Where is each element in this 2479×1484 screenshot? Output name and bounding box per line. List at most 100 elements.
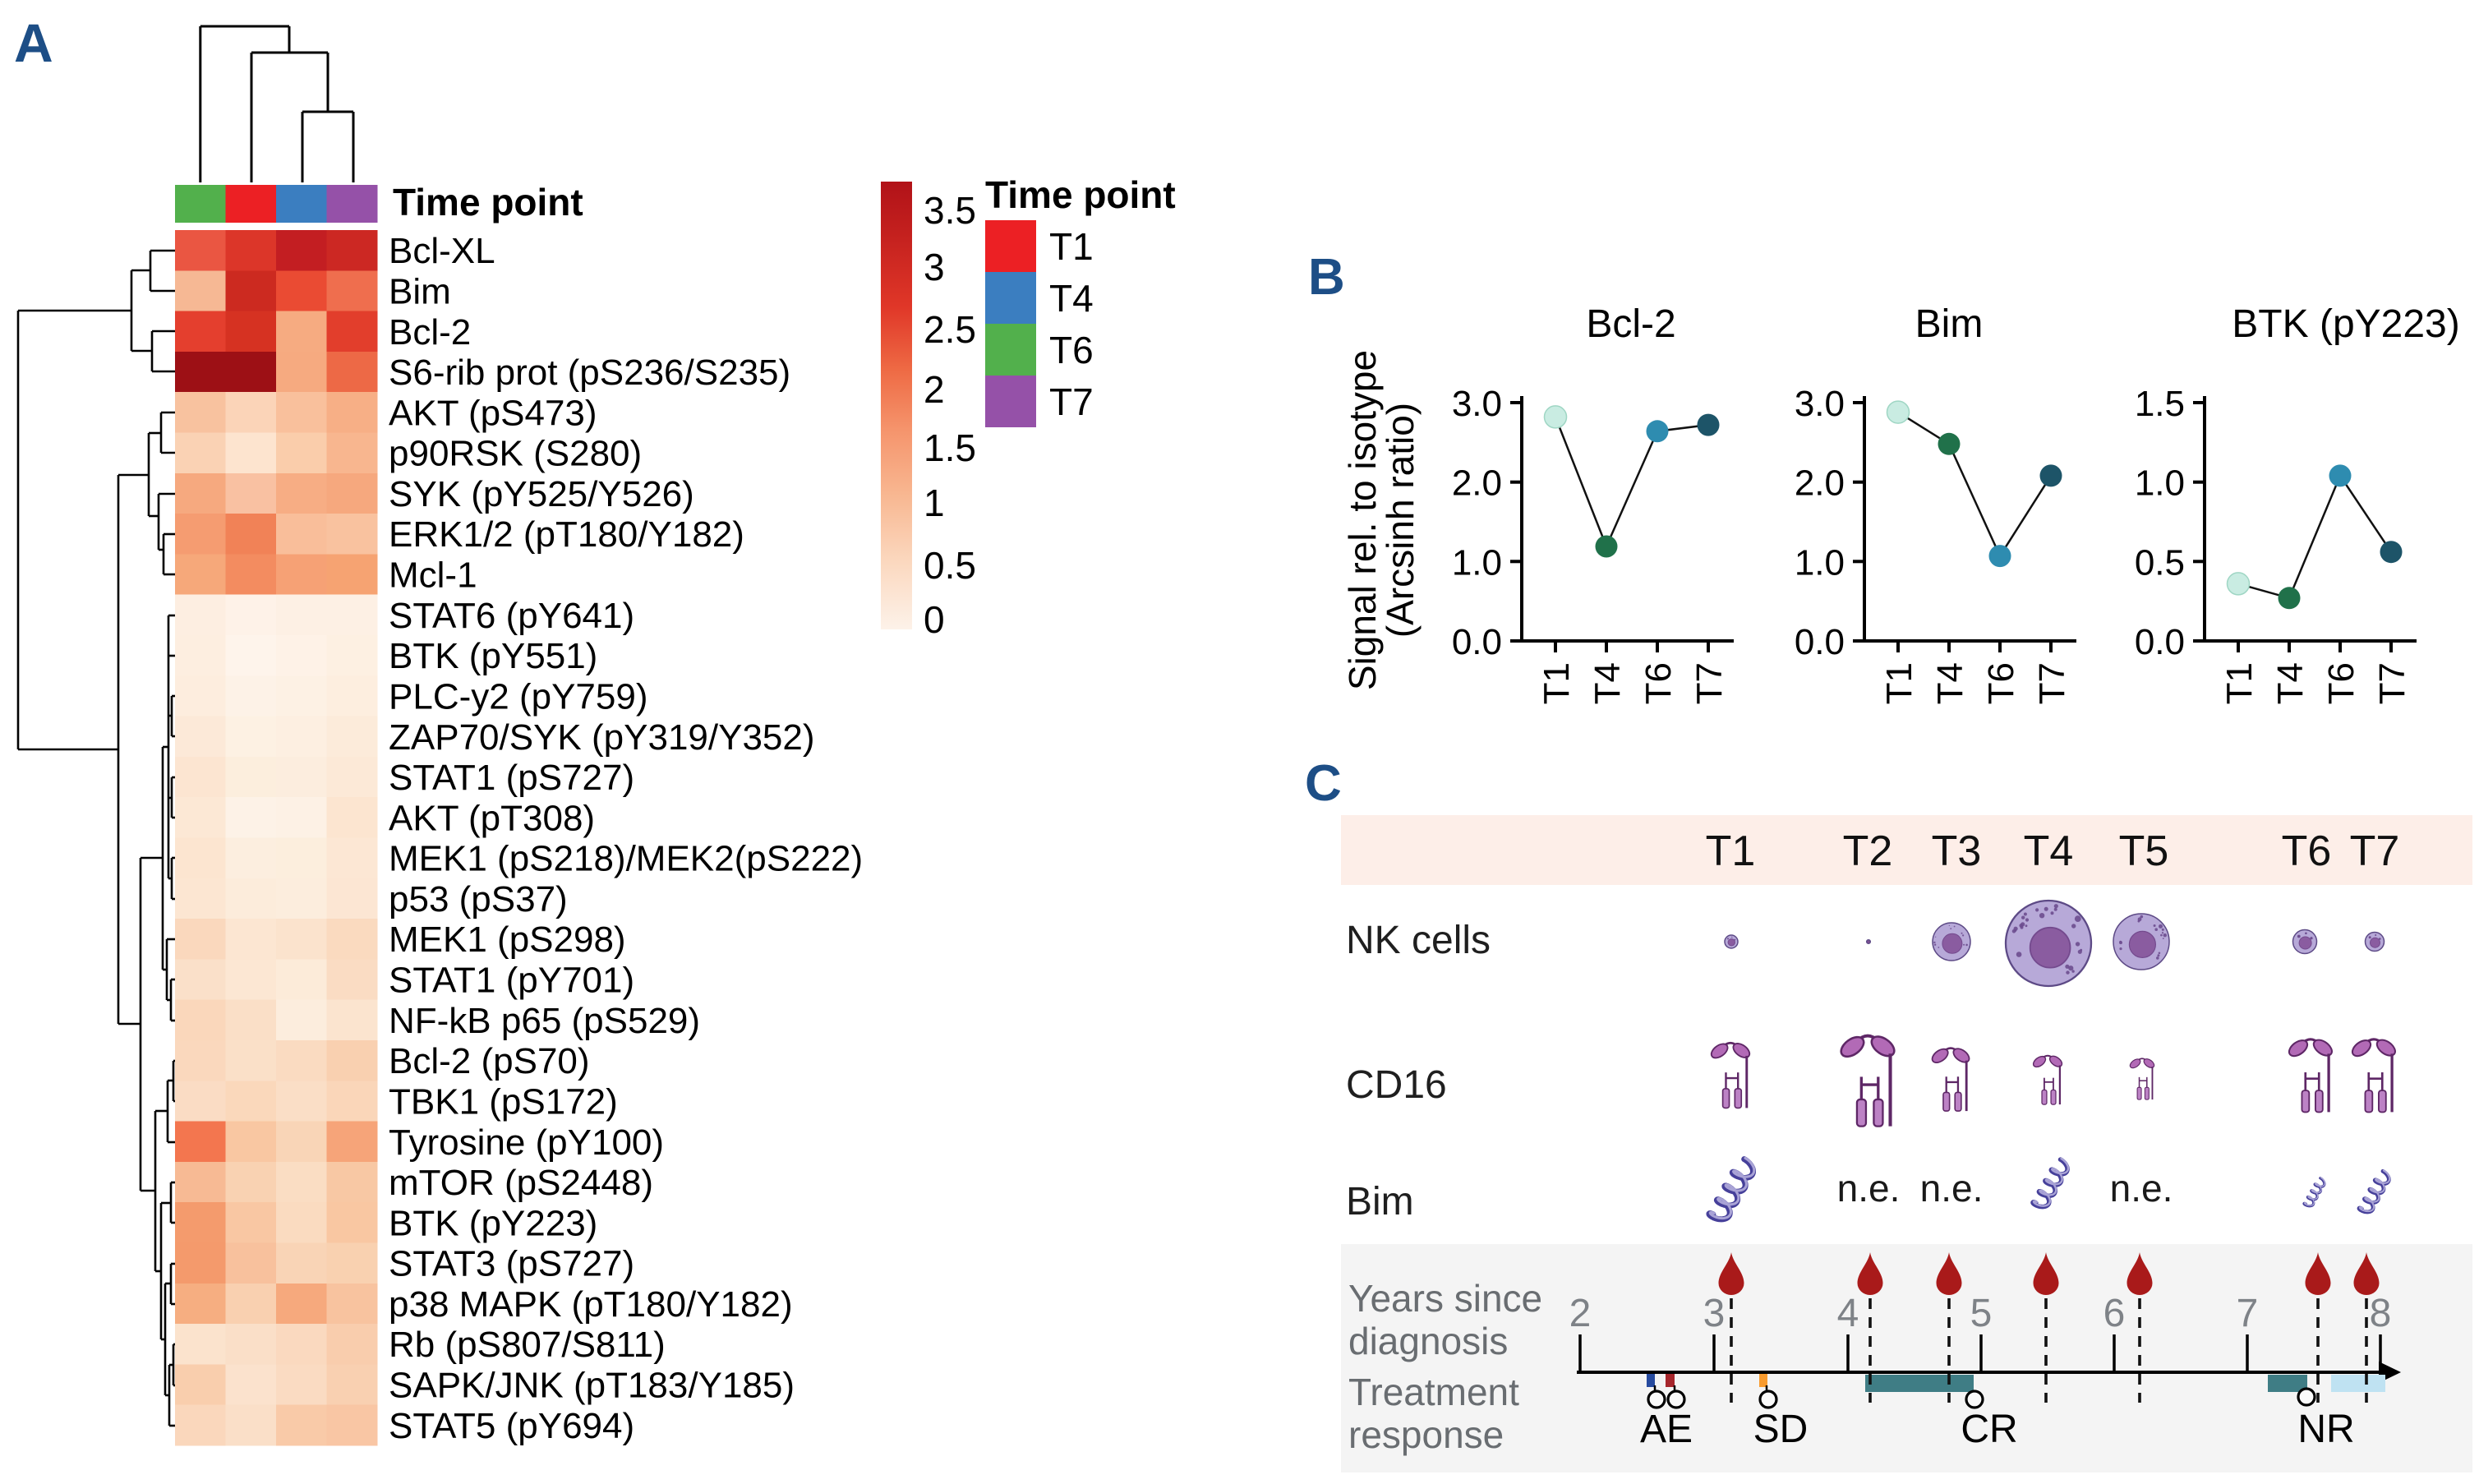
svg-text:T1: T1 [1049, 225, 1094, 268]
svg-text:NF-kB p65 (pS529): NF-kB p65 (pS529) [389, 1001, 700, 1041]
svg-text:1.5: 1.5 [924, 426, 976, 469]
svg-text:1.5: 1.5 [2135, 384, 2185, 424]
svg-text:MEK1 (pS298): MEK1 (pS298) [389, 919, 626, 960]
svg-text:TBK1 (pS172): TBK1 (pS172) [389, 1082, 618, 1122]
svg-text:3.0: 3.0 [1795, 384, 1845, 424]
svg-text:Bim: Bim [1346, 1180, 1414, 1224]
svg-text:T5: T5 [2119, 827, 2169, 875]
svg-text:T7: T7 [2032, 662, 2072, 704]
svg-text:T6: T6 [2282, 827, 2332, 875]
svg-text:5: 5 [1970, 1292, 1993, 1335]
svg-text:SD: SD [1753, 1408, 1809, 1451]
svg-text:Bim: Bim [1915, 302, 1984, 346]
svg-text:0: 0 [924, 598, 945, 641]
svg-text:T1: T1 [2219, 662, 2260, 704]
svg-text:p90RSK (S280): p90RSK (S280) [389, 434, 642, 474]
svg-text:NK cells: NK cells [1346, 919, 1491, 962]
svg-text:2: 2 [924, 368, 945, 411]
svg-text:n.e.: n.e. [1837, 1167, 1901, 1210]
svg-text:7: 7 [2237, 1292, 2259, 1335]
svg-text:Bcl-2 (pS70): Bcl-2 (pS70) [389, 1041, 590, 1081]
svg-text:Bcl-XL: Bcl-XL [389, 231, 495, 271]
svg-text:T4: T4 [1587, 662, 1628, 704]
svg-text:T6: T6 [2321, 662, 2362, 704]
svg-text:AE: AE [1640, 1408, 1693, 1451]
svg-text:T7: T7 [1049, 380, 1094, 423]
svg-text:1.0: 1.0 [1452, 542, 1502, 583]
svg-text:T2: T2 [1843, 827, 1893, 875]
svg-text:diagnosis: diagnosis [1348, 1320, 1508, 1362]
svg-text:n.e.: n.e. [1920, 1167, 1984, 1210]
svg-text:STAT1 (pS727): STAT1 (pS727) [389, 758, 634, 798]
svg-text:Tyrosine (pY100): Tyrosine (pY100) [389, 1122, 664, 1163]
svg-text:PLC-y2 (pY759): PLC-y2 (pY759) [389, 676, 647, 717]
svg-text:2.0: 2.0 [1452, 463, 1502, 504]
svg-text:(Arcsinh ratio): (Arcsinh ratio) [1379, 403, 1422, 638]
svg-text:BTK (pY551): BTK (pY551) [389, 636, 597, 676]
svg-text:Signal rel. to isotype: Signal rel. to isotype [1341, 350, 1384, 690]
svg-text:T4: T4 [1930, 662, 1970, 704]
svg-text:8: 8 [2370, 1292, 2392, 1335]
svg-text:T1: T1 [1537, 662, 1577, 704]
svg-text:6: 6 [2103, 1292, 2126, 1335]
svg-text:BTK (pY223): BTK (pY223) [389, 1203, 597, 1243]
svg-text:Rb (pS807/S811): Rb (pS807/S811) [389, 1325, 666, 1365]
svg-text:T7: T7 [2350, 827, 2400, 875]
svg-text:Mcl-1: Mcl-1 [389, 555, 477, 596]
svg-text:T1: T1 [1706, 827, 1756, 875]
svg-text:1: 1 [924, 482, 945, 524]
svg-text:Years since: Years since [1348, 1277, 1542, 1320]
svg-text:A: A [14, 12, 53, 73]
svg-text:SYK (pY525/Y526): SYK (pY525/Y526) [389, 474, 694, 514]
svg-text:2.5: 2.5 [924, 308, 976, 351]
svg-text:3.0: 3.0 [1452, 384, 1502, 424]
svg-text:Bcl-2: Bcl-2 [1586, 302, 1675, 346]
svg-text:ERK1/2 (pT180/Y182): ERK1/2 (pT180/Y182) [389, 514, 744, 555]
svg-text:1.0: 1.0 [1795, 542, 1845, 583]
svg-text:AKT (pS473): AKT (pS473) [389, 393, 597, 433]
svg-text:STAT6 (pY641): STAT6 (pY641) [389, 596, 634, 636]
svg-text:0.0: 0.0 [1452, 622, 1502, 662]
svg-text:p38 MAPK (pT180/Y182): p38 MAPK (pT180/Y182) [389, 1284, 793, 1325]
svg-text:T6: T6 [1049, 329, 1094, 371]
svg-text:response: response [1348, 1413, 1504, 1456]
svg-text:BTK (pY223): BTK (pY223) [2232, 302, 2459, 346]
svg-text:NR: NR [2297, 1408, 2354, 1451]
svg-text:Treatment: Treatment [1348, 1371, 1519, 1413]
svg-text:STAT3 (pS727): STAT3 (pS727) [389, 1244, 634, 1284]
svg-text:n.e.: n.e. [2110, 1167, 2173, 1210]
svg-text:STAT1 (pY701): STAT1 (pY701) [389, 961, 634, 1001]
svg-text:CD16: CD16 [1346, 1063, 1447, 1107]
svg-text:0.5: 0.5 [924, 544, 976, 587]
svg-text:MEK1 (pS218)/MEK2(pS222): MEK1 (pS218)/MEK2(pS222) [389, 839, 863, 879]
svg-text:mTOR (pS2448): mTOR (pS2448) [389, 1163, 653, 1203]
svg-text:T4: T4 [2270, 662, 2311, 704]
svg-text:T7: T7 [2372, 662, 2412, 704]
svg-text:Bim: Bim [389, 271, 451, 311]
svg-text:4: 4 [1837, 1292, 1859, 1335]
svg-text:0.5: 0.5 [2135, 542, 2185, 583]
svg-text:T7: T7 [1689, 662, 1730, 704]
svg-text:S6-rib prot (pS236/S235): S6-rib prot (pS236/S235) [389, 353, 790, 393]
svg-text:T1: T1 [1879, 662, 1919, 704]
svg-text:B: B [1308, 249, 1345, 306]
svg-text:1.0: 1.0 [2135, 463, 2185, 504]
svg-text:T6: T6 [1981, 662, 2021, 704]
svg-text:SAPK/JNK (pT183/Y185): SAPK/JNK (pT183/Y185) [389, 1366, 795, 1406]
svg-text:p53 (pS37): p53 (pS37) [389, 879, 568, 919]
svg-text:T3: T3 [1932, 827, 1982, 875]
svg-text:CR: CR [1961, 1408, 2017, 1451]
svg-text:C: C [1305, 755, 1342, 812]
svg-text:T4: T4 [1049, 277, 1094, 320]
svg-text:T6: T6 [1638, 662, 1679, 704]
svg-text:STAT5 (pY694): STAT5 (pY694) [389, 1406, 634, 1446]
svg-text:3: 3 [924, 246, 945, 288]
svg-text:ZAP70/SYK (pY319/Y352): ZAP70/SYK (pY319/Y352) [389, 717, 815, 758]
svg-text:Bcl-2: Bcl-2 [389, 312, 471, 353]
svg-text:T4: T4 [2024, 827, 2074, 875]
svg-text:0.0: 0.0 [2135, 622, 2185, 662]
svg-text:Time point: Time point [393, 181, 583, 224]
svg-text:0.0: 0.0 [1795, 622, 1845, 662]
svg-text:2: 2 [1569, 1292, 1592, 1335]
svg-text:AKT (pT308): AKT (pT308) [389, 798, 595, 838]
